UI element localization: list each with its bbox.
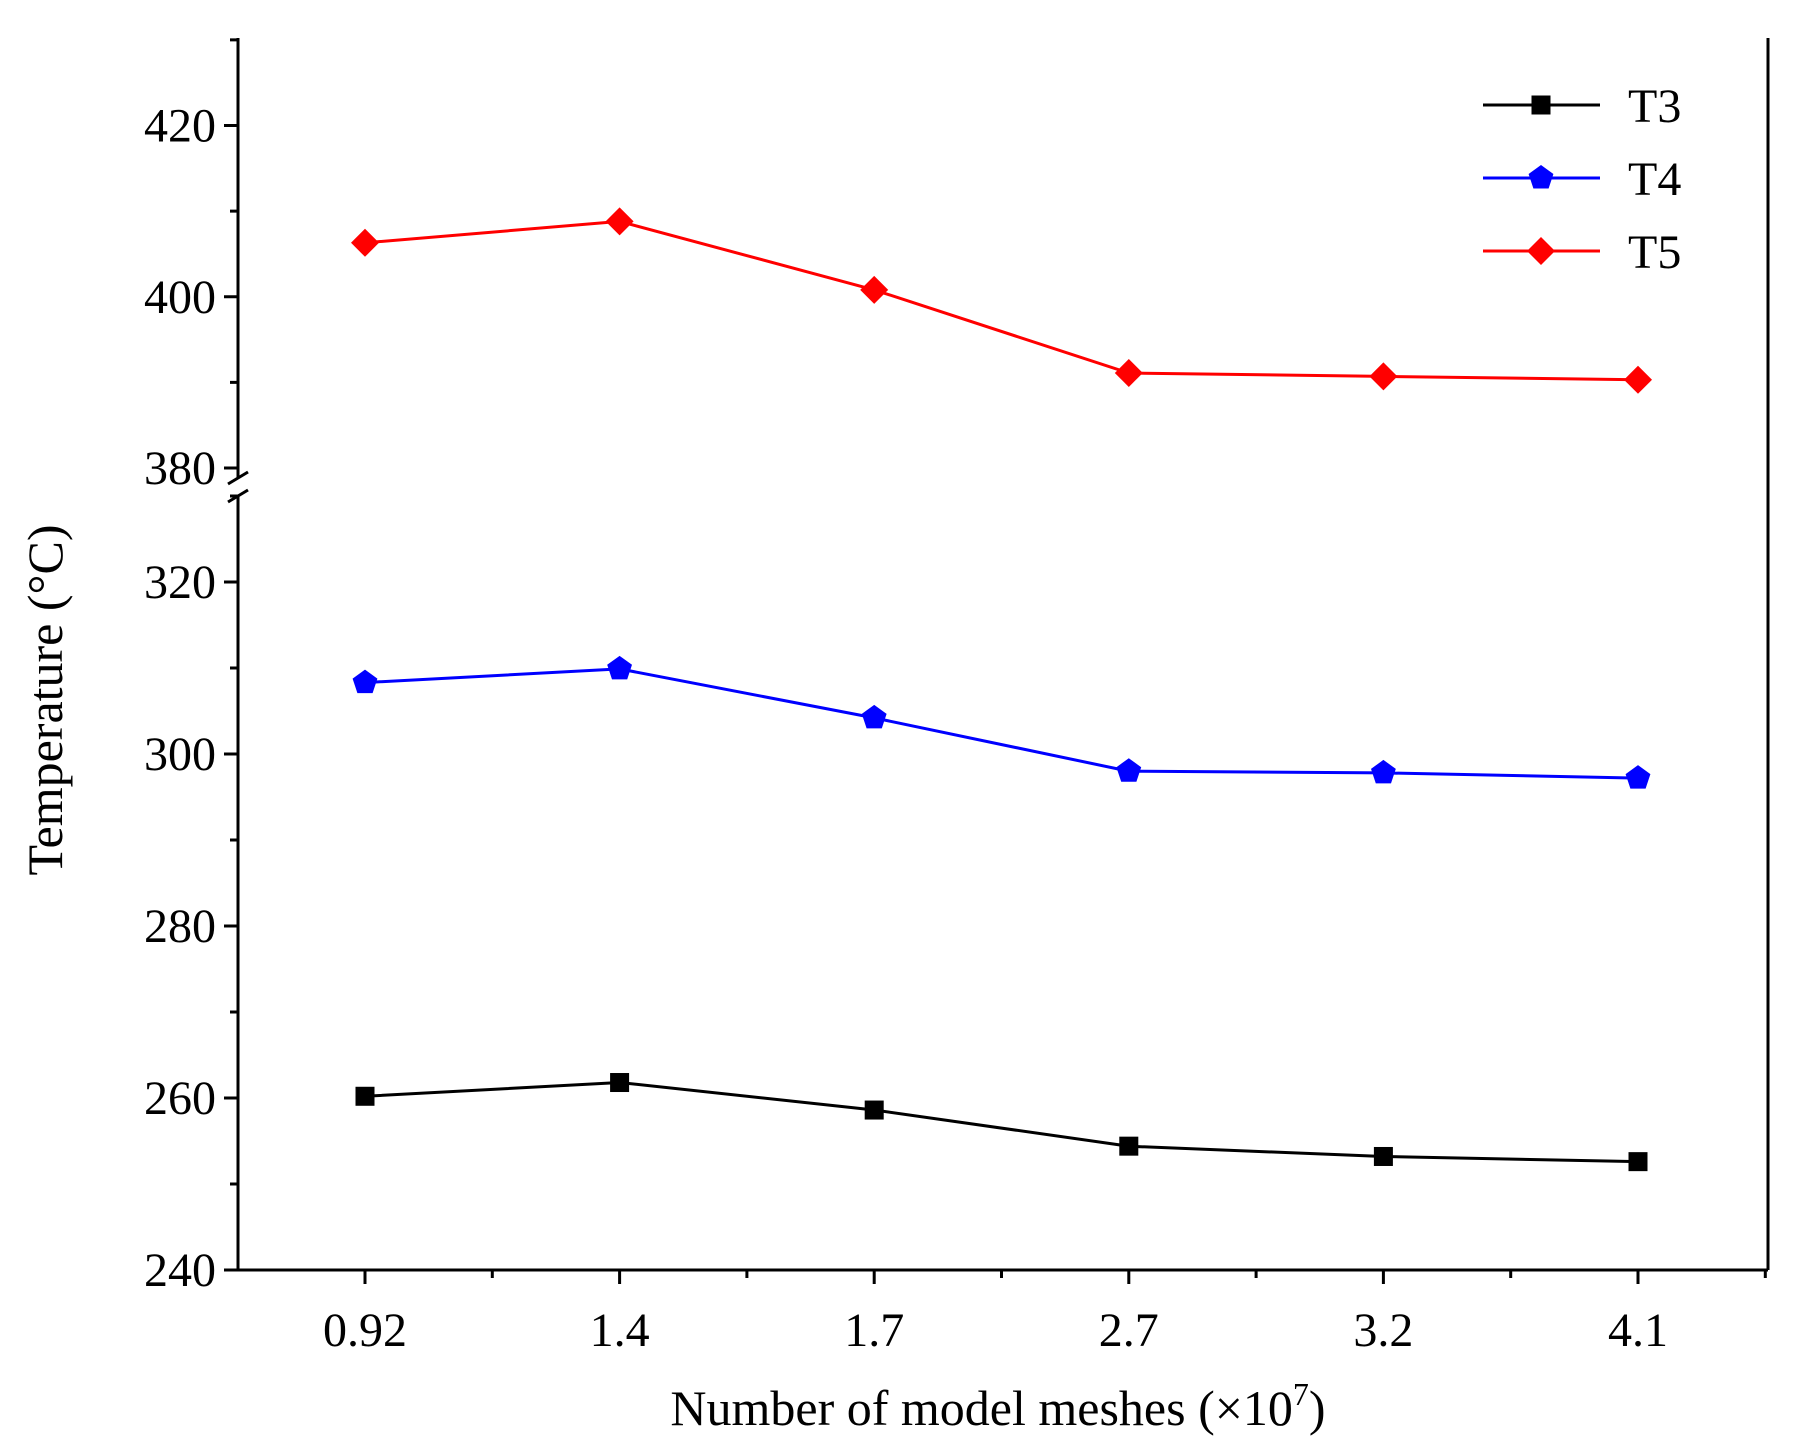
data-point-t3 [1119, 1136, 1139, 1156]
chart-axes [227, 38, 1770, 1272]
x-tick-label: 2.7 [1099, 1304, 1159, 1357]
x-axis-title-main: Number of model meshes (×10 [670, 1380, 1293, 1436]
data-point-t4 [1625, 765, 1651, 789]
legend-entry-t5: T5 [1483, 226, 1681, 279]
series-t5 [351, 207, 1652, 394]
y-tick-label: 320 [144, 556, 216, 609]
legend-marker [1527, 237, 1555, 265]
data-point-t3 [1628, 1152, 1648, 1172]
axis-break-mark [227, 470, 249, 486]
series-line-t4 [364, 667, 1639, 780]
legend-entry-t4: T4 [1483, 153, 1681, 206]
data-point-t5 [860, 275, 889, 304]
x-tick-label: 4.1 [1608, 1304, 1668, 1357]
y-axis-title: Temperature (°C) [17, 524, 73, 875]
y-tick-label: 240 [144, 1244, 216, 1297]
data-point-t5 [1624, 365, 1652, 394]
chart-series [351, 207, 1652, 1172]
data-point-t4 [1371, 759, 1396, 784]
y-tick-label: 280 [144, 900, 216, 953]
data-point-t5 [1114, 358, 1143, 387]
legend-label: T4 [1628, 153, 1681, 206]
x-tick-label: 3.2 [1353, 1304, 1413, 1357]
legend-label: T5 [1628, 226, 1681, 279]
data-point-t4 [352, 669, 378, 694]
legend-marker [1528, 165, 1554, 189]
y-tick-label: 420 [144, 100, 216, 153]
x-tick-label: 1.7 [844, 1304, 904, 1357]
chart-ticks: 240 260 280 300 320 380 400 420 0.92 1.4 1.7 2.7 3.2… [144, 38, 1767, 1357]
data-point-t3 [864, 1100, 884, 1120]
legend-entry-t3: T3 [1483, 80, 1681, 133]
legend-marker [1531, 95, 1551, 115]
y-tick-label: 380 [144, 442, 216, 495]
data-point-t5 [351, 228, 379, 257]
data-point-t3 [1373, 1146, 1393, 1166]
x-axis-title: Number of model meshes (×107) [670, 1376, 1325, 1436]
x-axis-title-suffix: ) [1309, 1380, 1326, 1436]
y-tick-label: 260 [144, 1072, 216, 1125]
data-point-t5 [605, 207, 634, 236]
data-point-t4 [861, 704, 887, 729]
data-point-t3 [355, 1086, 375, 1106]
x-tick-label: 0.92 [323, 1304, 407, 1357]
series-t3 [355, 1073, 1648, 1172]
legend-label: T3 [1628, 80, 1681, 133]
x-axis-title-exponent: 7 [1293, 1376, 1309, 1412]
series-line-t5 [364, 219, 1639, 382]
y-tick-label: 400 [144, 271, 216, 324]
series-line-t3 [364, 1080, 1639, 1164]
data-point-t3 [610, 1073, 630, 1093]
series-t4 [352, 655, 1651, 789]
y-tick-label: 300 [144, 728, 216, 781]
data-point-t5 [1369, 362, 1398, 391]
x-tick-label: 1.4 [590, 1304, 650, 1357]
chart-legend: T3 T4 T5 [1483, 80, 1681, 279]
data-point-t4 [1116, 758, 1142, 782]
data-point-t4 [607, 655, 632, 680]
